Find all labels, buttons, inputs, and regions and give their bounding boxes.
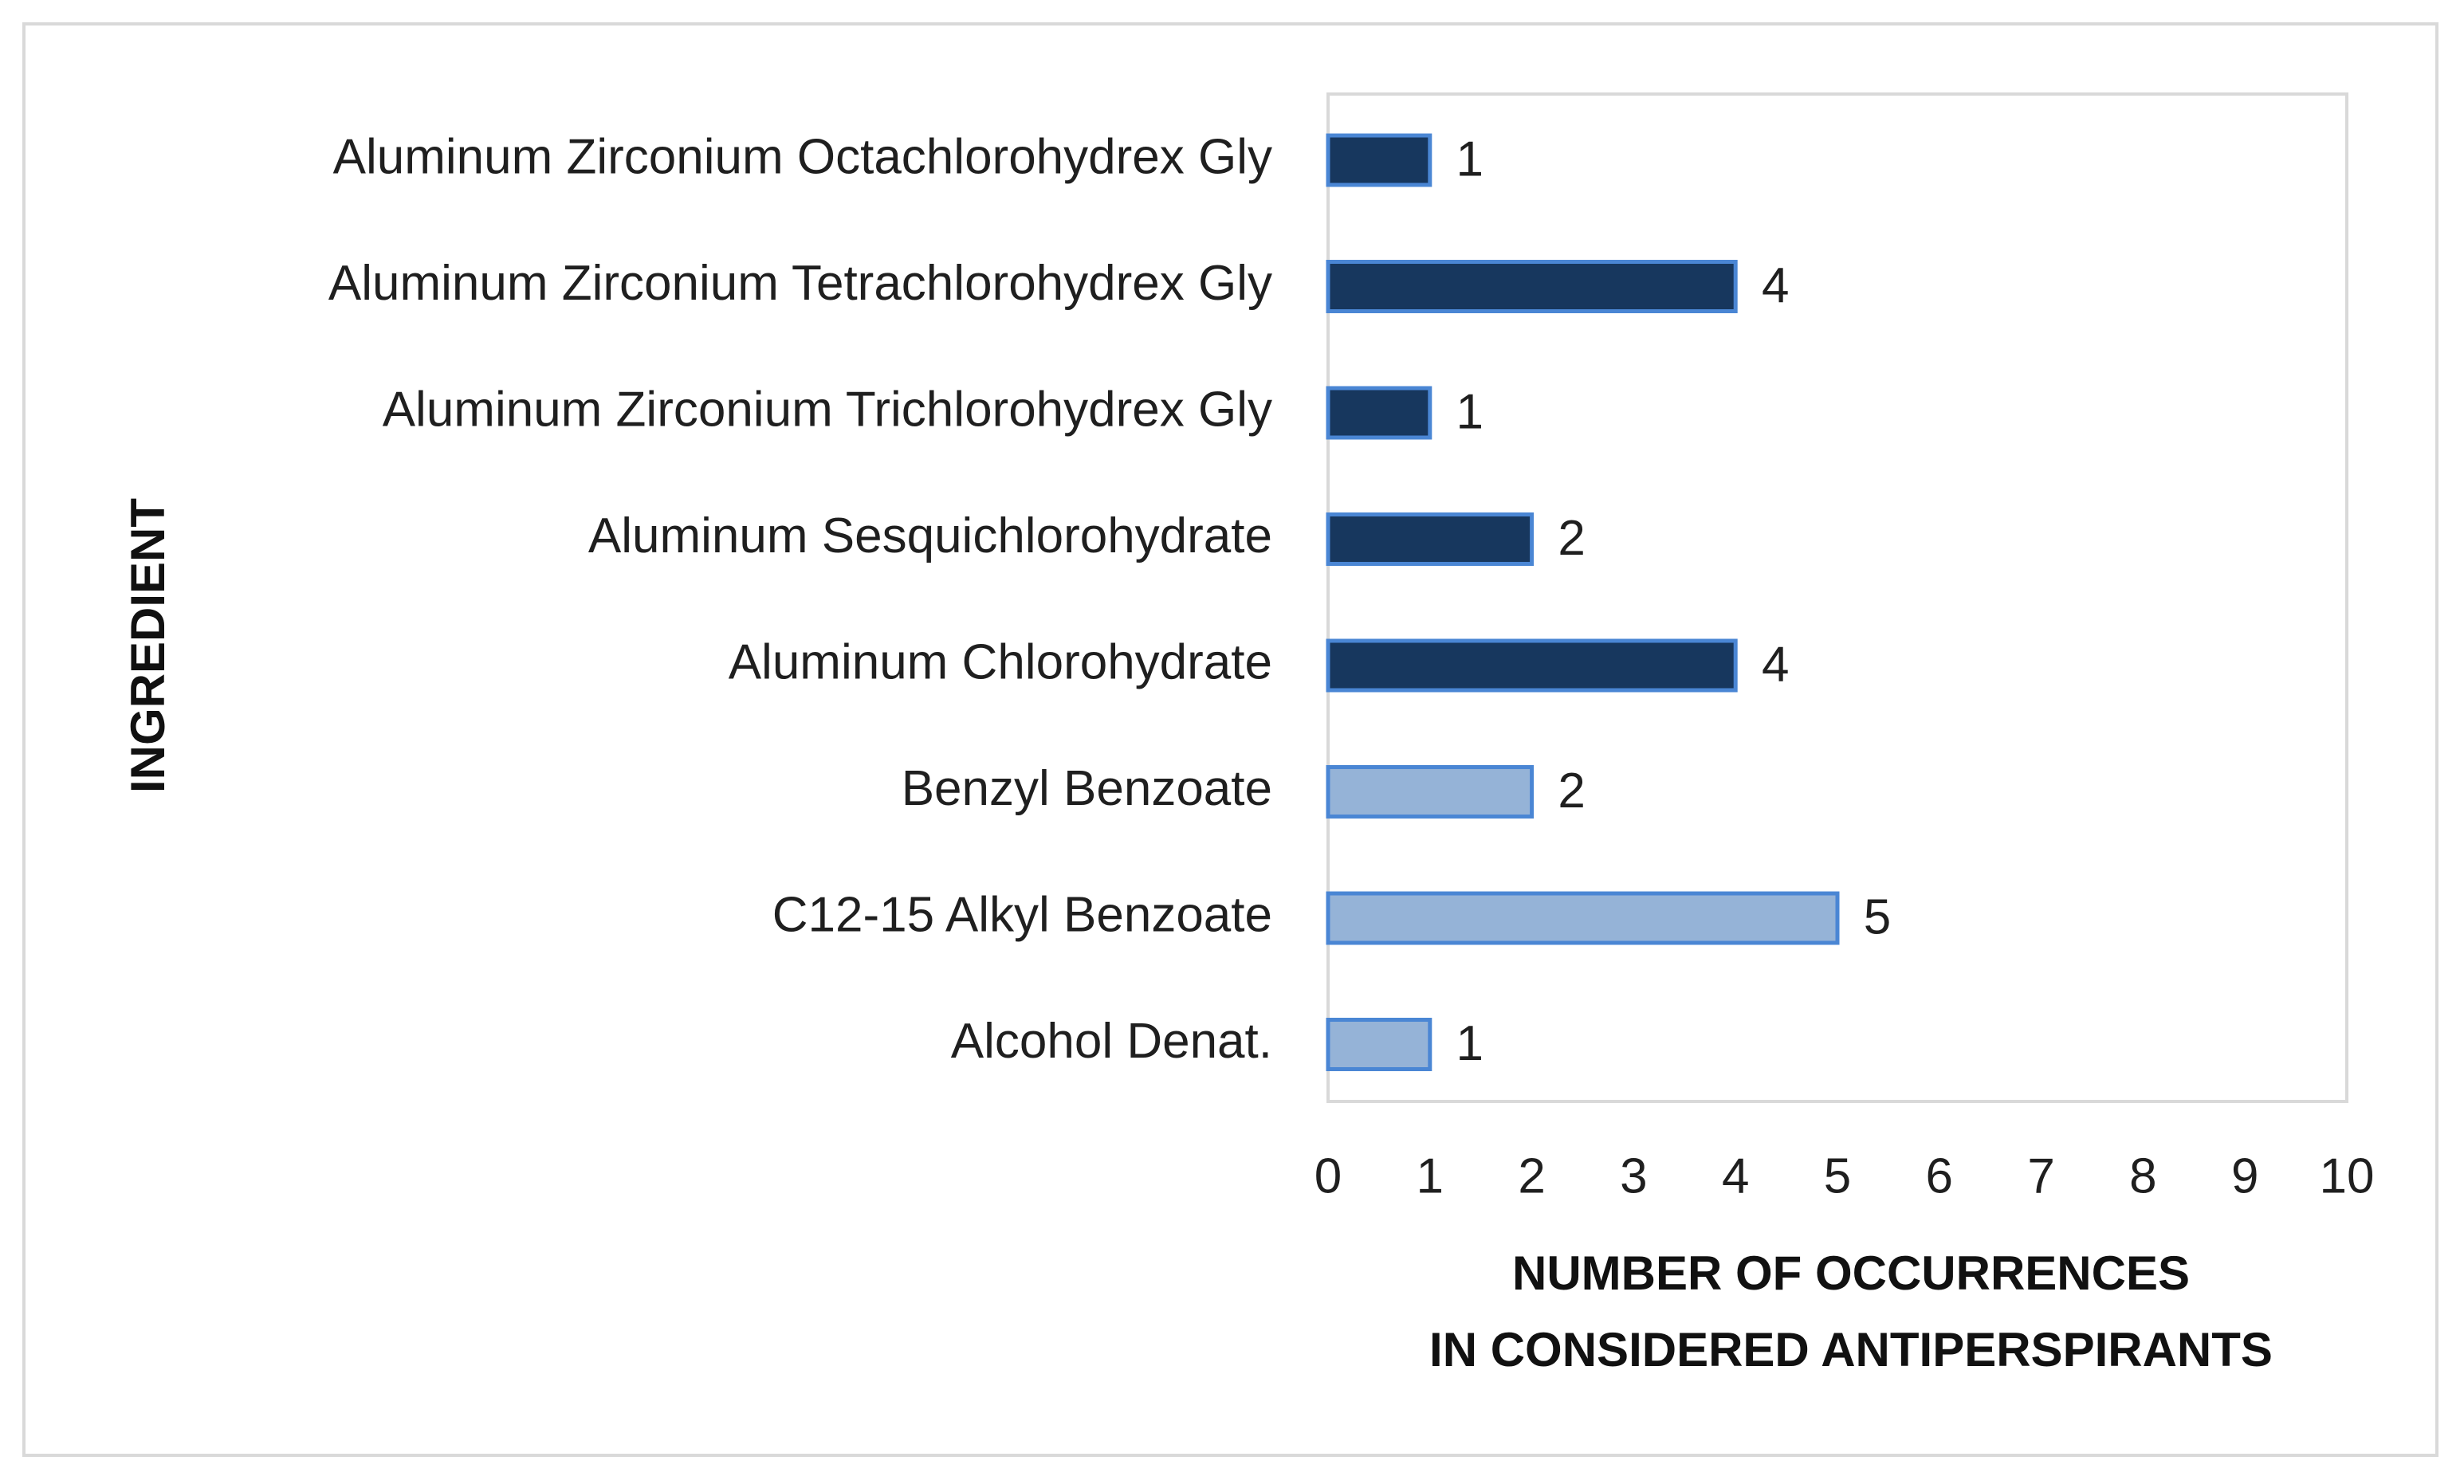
x-axis-title-line-1: NUMBER OF OCCURRENCES: [1512, 1246, 2190, 1300]
bar: [1326, 260, 1738, 313]
value-labels-group: 1 4 1 2 4 2 5 1: [1456, 132, 1892, 1071]
value-label: 4: [1762, 637, 1789, 692]
category-label: Alcohol Denat.: [951, 1014, 1272, 1069]
x-tick-label: 6: [1926, 1148, 1953, 1203]
category-label: C12-15 Alkyl Benzoate: [772, 887, 1272, 942]
category-label: Benzyl Benzoate: [902, 761, 1272, 816]
category-label: Aluminum Zirconium Octachlorohydrex Gly: [333, 129, 1272, 184]
x-axis-title-line-2: IN CONSIDERED ANTIPERSPIRANTS: [1429, 1323, 2273, 1376]
x-tick-label: 0: [1315, 1148, 1342, 1203]
bars-group: [1326, 133, 1840, 1071]
value-label: 1: [1456, 132, 1484, 186]
bar: [1326, 891, 1840, 945]
category-label: Aluminum Zirconium Tetrachlorohydrex Gly: [328, 256, 1272, 311]
x-tick-label: 7: [2027, 1148, 2054, 1203]
value-label: 1: [1456, 384, 1484, 439]
bar: [1326, 512, 1535, 566]
value-label: 5: [1864, 889, 1891, 944]
bar: [1326, 765, 1535, 819]
x-tick-label: 8: [2129, 1148, 2156, 1203]
category-label: Aluminum Chlorohydrate: [729, 634, 1272, 689]
category-label: Aluminum Sesquichlorohydrate: [588, 508, 1272, 563]
category-label: Aluminum Zirconium Trichlorohydrex Gly: [383, 382, 1272, 437]
x-tick-label: 1: [1417, 1148, 1444, 1203]
value-label: 2: [1558, 764, 1585, 819]
x-tick-label: 5: [1824, 1148, 1851, 1203]
value-label: 2: [1558, 511, 1585, 566]
y-axis-title: INGREDIENT: [121, 498, 175, 793]
x-tick-label: 3: [1620, 1148, 1647, 1203]
x-tick-label: 10: [2320, 1148, 2375, 1203]
bar: [1326, 386, 1432, 440]
category-labels-group: Aluminum Zirconium Octachlorohydrex Gly A…: [328, 129, 1272, 1069]
x-tick-labels-group: 0 1 2 3 4 5 6 7 8 9 10: [1315, 1148, 2375, 1203]
bar: [1326, 133, 1432, 187]
bar: [1326, 1018, 1432, 1071]
x-tick-label: 9: [2231, 1148, 2258, 1203]
bar: [1326, 638, 1738, 693]
x-tick-label: 2: [1518, 1148, 1545, 1203]
value-label: 4: [1762, 258, 1789, 313]
x-tick-label: 4: [1722, 1148, 1749, 1203]
plot-area: [1326, 92, 2348, 1103]
value-label: 1: [1456, 1016, 1484, 1071]
